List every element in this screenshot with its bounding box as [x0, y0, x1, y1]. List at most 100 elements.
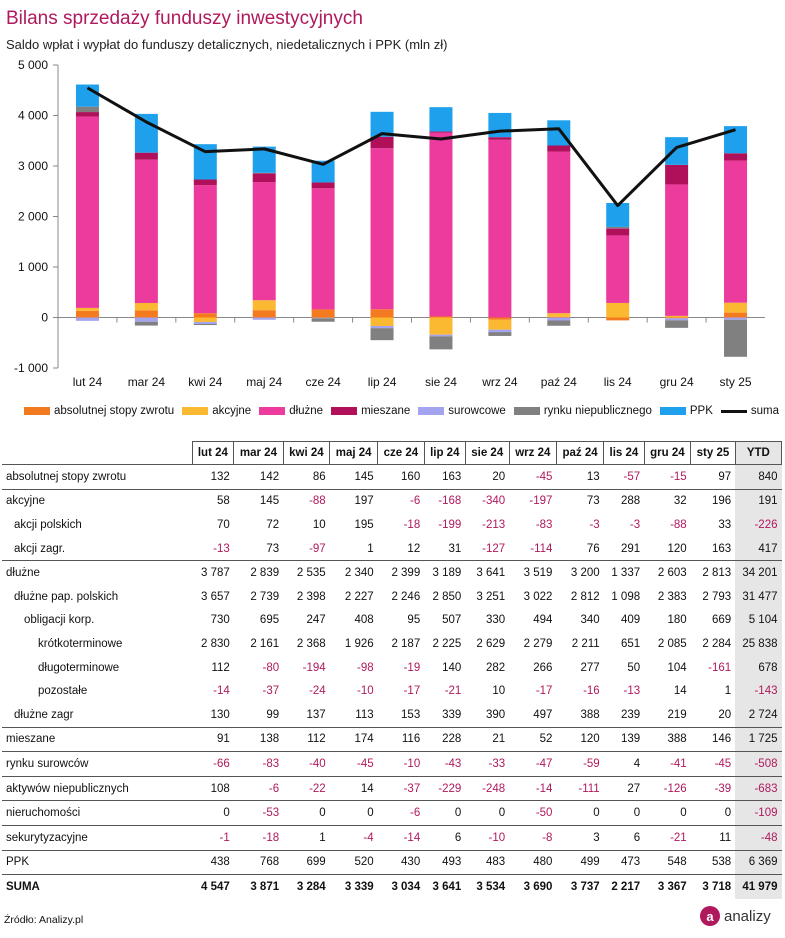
- bar-segment: [547, 320, 571, 326]
- table-cell: 146: [690, 726, 736, 752]
- table-cell: -6: [377, 488, 425, 514]
- table-cell: 538: [690, 849, 736, 875]
- bar-segment: [370, 328, 394, 341]
- table-cell: 507: [442, 614, 462, 627]
- table-cell: 2 368: [296, 637, 326, 650]
- table-cell: -59: [556, 751, 604, 777]
- bar-segment: [134, 317, 158, 322]
- table-cell: 138: [233, 726, 284, 752]
- row-label: nieruchomości: [2, 800, 192, 826]
- bar-segment: [429, 316, 453, 318]
- bar-segment: [665, 315, 689, 318]
- table-cell: 651: [620, 637, 641, 650]
- table-cell: -14: [213, 685, 230, 698]
- bar-segment: [547, 317, 571, 321]
- legend-swatch: [182, 407, 209, 415]
- table-cell: 1 337: [603, 560, 645, 585]
- ytd-cell: -683: [735, 775, 782, 801]
- row-label: akcji polskich: [14, 518, 82, 531]
- ytd-cell: 5 104: [735, 608, 782, 633]
- bar-segment: [134, 113, 158, 153]
- table-cell: -8: [509, 824, 557, 850]
- bar-segment: [252, 310, 276, 318]
- bar-segment: [606, 235, 630, 303]
- table-cell: 483: [465, 849, 510, 875]
- table-cell: 2 187: [391, 637, 421, 650]
- table-cell: 669: [712, 614, 732, 627]
- table-cell: 277: [580, 661, 600, 674]
- table-cell: 139: [603, 726, 645, 752]
- y-tick-label: 2 000: [18, 210, 48, 224]
- bar-segment: [606, 302, 630, 318]
- legend-label: mieszane: [361, 405, 411, 417]
- table-cell: 291: [620, 542, 641, 555]
- table-cell: 494: [533, 614, 553, 627]
- bar-segment: [134, 303, 158, 311]
- table-cell: 72: [266, 518, 280, 531]
- table-cell: 197: [329, 488, 378, 514]
- table-cell: 3 737: [556, 874, 604, 899]
- table-cell: 3 189: [424, 560, 466, 585]
- table-cell: -229: [424, 775, 466, 801]
- table-row: obligacji korp. 730 695 247 408 95 507 330 494 34…: [2, 608, 782, 633]
- table-cell: 2 813: [690, 560, 736, 585]
- table-cell: 239: [620, 708, 641, 721]
- table-cell: 699: [283, 849, 330, 875]
- x-tick-label: lut 24: [73, 375, 103, 389]
- bar-segment: [547, 145, 571, 152]
- table-cell: -3: [629, 518, 641, 531]
- table-cell: 3 657: [201, 590, 230, 603]
- ytd-cell: 678: [735, 655, 782, 680]
- table-cell: 10: [492, 685, 506, 698]
- table-cell: 32: [644, 488, 691, 514]
- bar-segment: [370, 309, 394, 318]
- bar-segment: [311, 182, 335, 189]
- table-cell: 0: [283, 800, 330, 826]
- table-cell: -248: [465, 775, 510, 801]
- bar-segment: [134, 321, 158, 326]
- table-cell: 768: [233, 849, 284, 875]
- table-cell: 4: [603, 751, 645, 777]
- table-cell: 409: [620, 614, 641, 627]
- bar-segment: [547, 313, 571, 317]
- table-cell: 130: [210, 708, 230, 721]
- analizy-logo: a analizy: [700, 906, 771, 926]
- table-cell: 174: [329, 726, 378, 752]
- table-cell: 97: [690, 464, 736, 490]
- table-cell: 228: [424, 726, 466, 752]
- bar-segment: [665, 318, 689, 321]
- table-cell: -14: [377, 824, 425, 850]
- row-label: akcji zagr.: [14, 542, 66, 555]
- table-cell: 3 641: [424, 874, 466, 899]
- table-cell: -199: [438, 518, 462, 531]
- legend-swatch: [259, 407, 286, 415]
- bar-segment: [193, 313, 217, 318]
- table-row: PPK 438 768 699 520 430 493 483 480 499 473 548 538 6…: [2, 849, 782, 875]
- bar-segment: [75, 310, 99, 318]
- table-cell: 438: [192, 849, 234, 875]
- table-cell: 2 284: [702, 637, 732, 650]
- table-cell: -45: [509, 464, 557, 490]
- table-cell: 116: [377, 726, 425, 752]
- legend-item: suma: [720, 405, 780, 417]
- table-row: dłużne pap. polskich 3 657 2 739 2 398 2 227…: [2, 584, 782, 609]
- legend-item: surowcowe: [418, 405, 506, 417]
- ytd-cell: 417: [735, 536, 782, 561]
- data-table: lut 24 mar 24 kwi 24 maj 24 cze 24 lip 24 sie …: [2, 441, 783, 899]
- legend-label: suma: [750, 405, 780, 417]
- bar-segment: [311, 318, 335, 322]
- bar-segment: [488, 332, 512, 336]
- table-cell: -24: [309, 685, 326, 698]
- table-cell: 339: [442, 708, 462, 721]
- table-cell: 4 547: [192, 874, 234, 899]
- table-cell: 145: [233, 488, 284, 514]
- table-cell: -4: [329, 824, 378, 850]
- table-cell: -1: [192, 824, 234, 850]
- table-cell: 288: [603, 488, 645, 514]
- table-cell: 480: [509, 849, 557, 875]
- suma-line: [86, 86, 736, 208]
- table-cell: 21: [465, 726, 510, 752]
- table-cell: 2 603: [644, 560, 691, 585]
- table-cell: 31: [448, 542, 462, 555]
- table-cell: -10: [377, 751, 425, 777]
